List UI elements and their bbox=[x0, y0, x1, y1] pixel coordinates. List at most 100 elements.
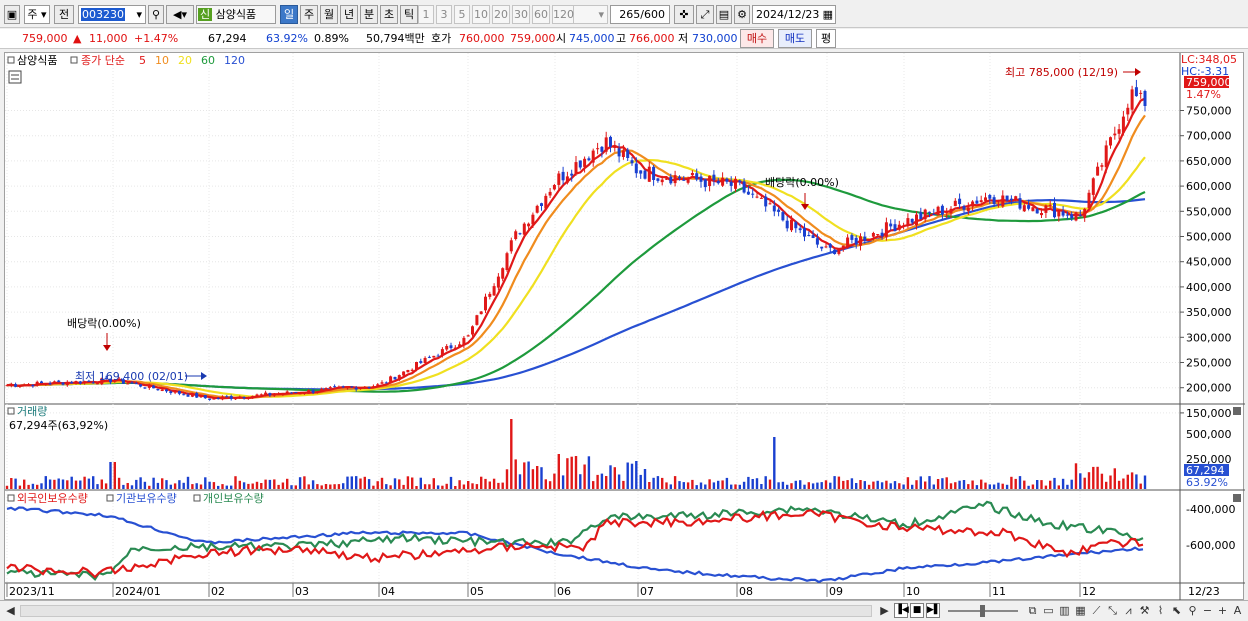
buy-button[interactable]: 매수 bbox=[740, 29, 774, 48]
legend-ma-120[interactable]: 120 bbox=[224, 54, 245, 67]
interval-button-5[interactable]: 5 bbox=[454, 5, 470, 24]
interval-button-120[interactable]: 120 bbox=[552, 5, 574, 24]
zoom-out-icon[interactable]: − bbox=[1202, 604, 1213, 617]
volume-bar bbox=[484, 478, 487, 489]
candle-body bbox=[996, 204, 1000, 206]
gear-icon[interactable]: ⚙ bbox=[734, 5, 750, 24]
volume-bar bbox=[971, 480, 974, 489]
font-size-icon[interactable]: A bbox=[1233, 604, 1242, 617]
stock-name-field[interactable]: 신 삼양식품 bbox=[196, 5, 276, 24]
period-tab-second[interactable]: 초 bbox=[380, 5, 398, 24]
scroll-right-icon[interactable]: ▶ bbox=[880, 604, 889, 617]
candle-body bbox=[919, 212, 923, 220]
sell-button[interactable]: 매도 bbox=[778, 29, 812, 48]
scrollbar-track[interactable] bbox=[20, 605, 872, 617]
volume-bar bbox=[441, 485, 444, 489]
window-icon[interactable]: ▭ bbox=[1043, 604, 1054, 617]
low-annotation: 최저 169,400 (02/01) bbox=[75, 370, 188, 383]
grid-icon[interactable]: ▦ bbox=[1075, 604, 1086, 617]
zoom-icon[interactable]: ⚲ bbox=[1188, 604, 1197, 617]
trendline-icon[interactable]: ⟋ bbox=[1092, 604, 1101, 617]
volume-bar bbox=[204, 477, 207, 489]
interval-button-3[interactable]: 3 bbox=[436, 5, 452, 24]
pointer-icon[interactable]: ⬉ bbox=[1171, 604, 1182, 617]
volume-bar bbox=[755, 478, 759, 489]
layout-icon[interactable]: ▥ bbox=[1059, 604, 1070, 617]
volume-bar bbox=[178, 480, 181, 489]
speaker-icon[interactable]: ◀▾ bbox=[166, 5, 194, 24]
interval-button-30[interactable]: 30 bbox=[512, 5, 530, 24]
volume-bar bbox=[23, 479, 26, 489]
candle-body bbox=[160, 389, 164, 391]
tools-icon[interactable]: ⚒ bbox=[1139, 604, 1150, 617]
market-type-select[interactable]: 주 ▾ bbox=[24, 5, 50, 24]
save-icon[interactable]: ▤ bbox=[716, 5, 732, 24]
legend-individual[interactable]: 개인보유수량 bbox=[203, 492, 264, 505]
volume-title[interactable]: 거래량 bbox=[17, 405, 47, 418]
stop-icon[interactable]: ■ bbox=[910, 603, 924, 618]
period-tab-day[interactable]: 일 bbox=[280, 5, 298, 24]
period-tab-year[interactable]: 년 bbox=[340, 5, 358, 24]
candle-body bbox=[268, 393, 272, 396]
stock-code-input[interactable]: 003230 ▾ bbox=[78, 5, 146, 24]
legend-ma-60[interactable]: 60 bbox=[201, 54, 215, 67]
candle-body bbox=[27, 384, 31, 386]
first-page-icon[interactable]: ▐◀ bbox=[894, 603, 909, 618]
count-input[interactable]: 265/600 bbox=[610, 5, 670, 24]
volume-bar bbox=[53, 479, 56, 489]
crosshair-icon[interactable]: ✜ bbox=[674, 5, 694, 24]
interval-button-10[interactable]: 10 bbox=[472, 5, 490, 24]
period-tab-tick[interactable]: 틱 bbox=[400, 5, 418, 24]
candle-body bbox=[281, 393, 285, 395]
diagonal-icon[interactable]: ⤡ bbox=[1108, 604, 1117, 617]
candle-body bbox=[738, 180, 742, 183]
period-tab-month[interactable]: 월 bbox=[320, 5, 338, 24]
open-price: 745,000 bbox=[569, 32, 615, 45]
period-tab-minute[interactable]: 분 bbox=[360, 5, 378, 24]
interval-button-1[interactable]: 1 bbox=[418, 5, 434, 24]
calculator-icon[interactable] bbox=[8, 70, 22, 84]
volume-bar bbox=[217, 485, 220, 489]
window-menu-icon[interactable]: ▣ bbox=[4, 5, 20, 24]
volume-bar bbox=[92, 476, 95, 489]
candle-body bbox=[695, 173, 699, 180]
zoom-in-icon[interactable]: + bbox=[1217, 604, 1228, 617]
volume-bar bbox=[1135, 474, 1138, 489]
period-tab-week[interactable]: 주 bbox=[300, 5, 318, 24]
copy-icon[interactable]: ⧉ bbox=[1028, 604, 1037, 617]
measure-icon[interactable]: ⩘ bbox=[1125, 604, 1132, 617]
volume-bar bbox=[678, 481, 681, 489]
legend-ma-10[interactable]: 10 bbox=[155, 54, 169, 67]
date-input[interactable]: 2024/12/23 ▦ bbox=[752, 5, 836, 24]
legend-ma-20[interactable]: 20 bbox=[178, 54, 192, 67]
interval-button-20[interactable]: 20 bbox=[492, 5, 510, 24]
jeon-button[interactable]: 전 bbox=[54, 5, 74, 24]
volume-bar bbox=[630, 463, 634, 489]
candle-body bbox=[871, 233, 875, 237]
legend-foreign[interactable]: 외국인보유수량 bbox=[17, 492, 88, 505]
volume-bar bbox=[415, 486, 418, 489]
legend-ma-periods: 5 10 20 60 120 bbox=[139, 54, 245, 67]
draw-icon[interactable]: ⤢ bbox=[696, 5, 714, 24]
search-icon[interactable]: ⚲ bbox=[148, 5, 164, 24]
stock-chart-svg[interactable]: 750,000 700,000 650,000 600,000 550,000 500,0… bbox=[5, 53, 1245, 601]
current-price-tag-bg bbox=[1184, 76, 1229, 88]
interval-button-60[interactable]: 60 bbox=[532, 5, 550, 24]
volume-bar bbox=[286, 478, 289, 489]
eval-button[interactable]: 평 bbox=[816, 29, 836, 48]
legend-ma-label[interactable]: 종가 단순 bbox=[81, 54, 125, 67]
panel-close-icon[interactable] bbox=[1233, 494, 1241, 502]
interval-dropdown[interactable]: ▾ bbox=[572, 5, 608, 24]
legend-ma-5[interactable]: 5 bbox=[139, 54, 146, 67]
legend-institution[interactable]: 기관보유수량 bbox=[116, 492, 177, 505]
zoom-slider-handle[interactable] bbox=[980, 605, 985, 617]
scroll-left-icon[interactable]: ◀ bbox=[6, 604, 15, 617]
chart-area[interactable]: 750,000 700,000 650,000 600,000 550,000 500,0… bbox=[4, 52, 1245, 601]
volume-bar bbox=[303, 476, 306, 489]
legend-stock-name[interactable]: 삼양식품 bbox=[17, 54, 57, 67]
volume-bar bbox=[725, 477, 729, 489]
volume-bar bbox=[635, 461, 638, 489]
fibonacci-icon[interactable]: ⌇ bbox=[1157, 604, 1164, 617]
last-page-icon[interactable]: ▶▌ bbox=[926, 603, 941, 618]
panel-close-icon[interactable] bbox=[1233, 407, 1241, 415]
